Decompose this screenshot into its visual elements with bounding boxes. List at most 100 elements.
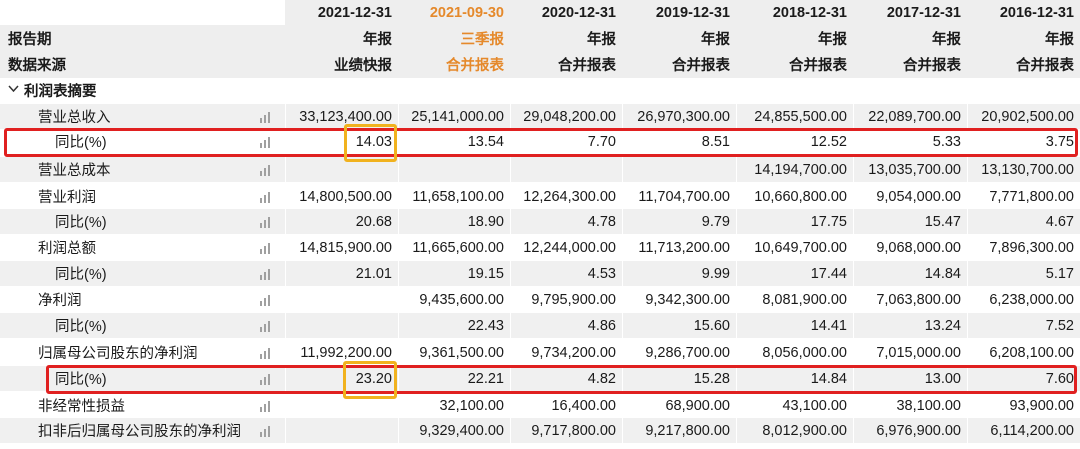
column-divider bbox=[510, 104, 511, 129]
bar-chart-icon[interactable] bbox=[260, 424, 274, 437]
period-label: 报告期 bbox=[8, 31, 52, 48]
row-bg bbox=[0, 287, 1080, 312]
table-cell: 8,081,900.00 bbox=[762, 291, 847, 308]
header-cell-bg bbox=[967, 0, 1080, 25]
table-cell bbox=[285, 418, 398, 443]
column-report-type: 年报 bbox=[587, 31, 616, 48]
table-cell: 11,665,600.00 bbox=[412, 239, 504, 256]
table-cell: 11,713,200.00 bbox=[638, 239, 730, 256]
table-cell: 13,130,700.00 bbox=[981, 161, 1074, 178]
column-source: 合并报表 bbox=[789, 58, 847, 74]
table-cell: 26,970,300.00 bbox=[637, 108, 730, 125]
table-cell bbox=[285, 313, 398, 338]
table-cell: 17.75 bbox=[810, 213, 847, 230]
bar-chart-icon[interactable] bbox=[260, 267, 274, 280]
column-divider bbox=[622, 209, 623, 234]
header-cell-bg bbox=[398, 51, 510, 78]
table-cell: 22.43 bbox=[467, 317, 504, 334]
bar-chart-icon[interactable] bbox=[260, 293, 274, 306]
table-cell: 9,329,400.00 bbox=[419, 422, 504, 439]
header-cell-bg bbox=[967, 25, 1080, 51]
bar-chart-icon[interactable] bbox=[260, 110, 274, 123]
header-label-bg bbox=[0, 0, 285, 25]
column-divider bbox=[510, 157, 511, 182]
table-cell: 7.60 bbox=[1045, 370, 1074, 387]
column-divider bbox=[736, 418, 737, 443]
header-cell-bg bbox=[510, 25, 622, 51]
bar-chart-icon[interactable] bbox=[260, 346, 274, 359]
table-row: 同比(%) 14.03 13.54 7.70 8.51 12.52 5.33 3.75 bbox=[0, 129, 1080, 154]
column-divider bbox=[853, 340, 854, 365]
section-row[interactable]: 利润表摘要 bbox=[0, 78, 1080, 103]
bar-chart-icon[interactable] bbox=[260, 215, 274, 228]
row-bg bbox=[0, 261, 1080, 286]
column-divider bbox=[285, 235, 286, 260]
table-cell: 4.53 bbox=[587, 265, 616, 282]
row-bg bbox=[0, 418, 1080, 443]
section-title: 利润表摘要 bbox=[24, 84, 97, 100]
table-row: 营业总收入 33,123,400.00 25,141,000.00 29,048,20… bbox=[0, 104, 1080, 129]
column-divider bbox=[622, 157, 623, 182]
row-bg bbox=[0, 104, 1080, 129]
table-row: 同比(%) 20.68 18.90 4.78 9.79 17.75 15.47 4.67 bbox=[0, 209, 1080, 234]
header-cell-bg bbox=[285, 25, 398, 51]
column-divider bbox=[853, 313, 854, 338]
table-cell: 7.52 bbox=[1045, 317, 1074, 334]
table-cell: 4.82 bbox=[587, 370, 616, 387]
table-cell: 6,114,200.00 bbox=[990, 422, 1074, 439]
table-row: 同比(%) 23.20 22.21 4.82 15.28 14.84 13.00 7.60 bbox=[0, 366, 1080, 391]
column-divider bbox=[398, 418, 399, 443]
column-divider bbox=[510, 235, 511, 260]
bar-chart-icon[interactable] bbox=[260, 163, 274, 176]
table-cell: 7,896,300.00 bbox=[989, 239, 1074, 256]
bar-chart-icon[interactable] bbox=[260, 241, 274, 254]
column-divider bbox=[622, 393, 623, 418]
column-divider bbox=[398, 235, 399, 260]
header-cell-bg bbox=[510, 51, 622, 78]
column-divider bbox=[622, 261, 623, 286]
table-cell: 9.79 bbox=[701, 213, 730, 230]
row-label: 营业总成本 bbox=[38, 163, 111, 179]
table-cell: 32,100.00 bbox=[439, 397, 504, 414]
header-cell-bg bbox=[622, 25, 736, 51]
table-cell: 13.54 bbox=[467, 133, 504, 150]
highlight-box-cell-1403 bbox=[344, 124, 397, 162]
table-cell: 8.51 bbox=[701, 133, 730, 150]
column-divider bbox=[967, 287, 968, 312]
column-divider bbox=[736, 235, 737, 260]
column-divider bbox=[622, 104, 623, 129]
table-cell: 15.47 bbox=[924, 213, 961, 230]
column-report-type: 年报 bbox=[818, 31, 847, 48]
column-divider bbox=[967, 184, 968, 209]
column-source: 合并报表 bbox=[903, 58, 961, 74]
table-cell: 6,238,000.00 bbox=[989, 291, 1074, 308]
bar-chart-icon[interactable] bbox=[260, 319, 274, 332]
column-divider bbox=[736, 287, 737, 312]
table-cell: 9,286,700.00 bbox=[645, 344, 730, 361]
table-cell: 25,141,000.00 bbox=[411, 108, 504, 125]
bar-chart-icon[interactable] bbox=[260, 372, 274, 385]
table-cell: 7,015,000.00 bbox=[876, 344, 961, 361]
bar-chart-icon[interactable] bbox=[260, 135, 274, 148]
chevron-down-icon[interactable] bbox=[8, 82, 19, 97]
row-label: 同比(%) bbox=[55, 267, 107, 283]
table-cell: 18.90 bbox=[467, 213, 504, 230]
table-cell: 7,063,800.00 bbox=[876, 291, 961, 308]
table-cell: 5.17 bbox=[1045, 265, 1074, 282]
column-divider bbox=[285, 366, 286, 391]
column-divider bbox=[398, 104, 399, 129]
table-cell: 14,815,900.00 bbox=[299, 239, 392, 256]
column-divider bbox=[853, 129, 854, 154]
table-cell: 23.20 bbox=[355, 370, 392, 387]
column-source: 合并报表 bbox=[1016, 58, 1074, 74]
column-divider bbox=[967, 209, 968, 234]
bar-chart-icon[interactable] bbox=[260, 399, 274, 412]
table-cell: 10,649,700.00 bbox=[754, 239, 847, 256]
bar-chart-icon[interactable] bbox=[260, 190, 274, 203]
column-divider bbox=[398, 393, 399, 418]
column-divider bbox=[398, 209, 399, 234]
column-divider bbox=[736, 261, 737, 286]
column-divider bbox=[967, 418, 968, 443]
header-cell-bg bbox=[510, 0, 622, 25]
column-report-type: 年报 bbox=[701, 31, 730, 48]
